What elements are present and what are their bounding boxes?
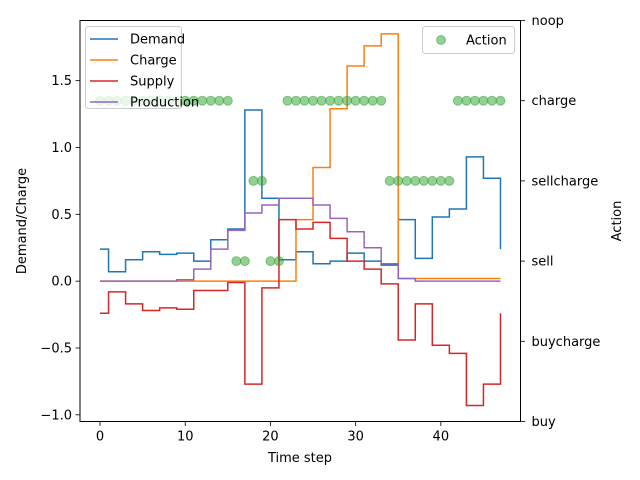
x-tick-label: 20	[262, 430, 279, 445]
y-axis-right: buy buycharge sell sellcharge charge noop	[520, 14, 601, 430]
action-point	[256, 175, 267, 186]
action-point	[282, 95, 293, 106]
action-point	[418, 175, 429, 186]
x-tick-label: 10	[177, 430, 194, 445]
action-point	[461, 95, 472, 106]
x-axis: 0 10 20 30 40	[96, 421, 450, 445]
action-point	[469, 95, 480, 106]
action-point	[376, 95, 387, 106]
action-point	[222, 95, 233, 106]
action-point	[410, 175, 421, 186]
y-right-tick-label: noop	[532, 14, 564, 29]
y-left-tick-label: −0.5	[40, 341, 72, 356]
series-line-production	[100, 197, 501, 282]
action-point	[393, 175, 404, 186]
action-point	[384, 175, 395, 186]
action-point	[350, 95, 361, 106]
legend-production-label: Production	[130, 96, 199, 111]
action-point	[444, 175, 455, 186]
action-point	[486, 95, 497, 106]
action-point	[265, 256, 276, 267]
legend-action-label: Action	[466, 34, 507, 49]
y-left-tick-label: 1.0	[51, 141, 72, 156]
action-point	[308, 95, 319, 106]
y-left-tick-label: −1.0	[40, 408, 72, 423]
action-point	[359, 95, 370, 106]
series-line-demand	[100, 109, 502, 273]
legend-left-box	[85, 26, 182, 109]
action-point	[435, 175, 446, 186]
y-axis-left: −1.0 −0.5 0.0 0.5 1.0 1.5	[40, 74, 80, 423]
y-left-tick-label: 1.5	[51, 74, 72, 89]
plot-frame	[79, 20, 521, 422]
action-point	[248, 175, 259, 186]
action-point	[316, 95, 327, 106]
y-right-tick-label: buy	[532, 415, 556, 430]
action-point	[367, 95, 378, 106]
series-line-supply	[100, 218, 502, 407]
y-right-tick-label: buycharge	[532, 335, 601, 350]
action-point	[239, 256, 250, 267]
x-tick-label: 30	[347, 430, 364, 445]
legend-right: Action	[422, 26, 515, 54]
action-point	[478, 95, 489, 106]
y-right-tick-label: sellcharge	[532, 174, 599, 189]
action-point	[290, 95, 301, 106]
action-point	[427, 175, 438, 186]
legend-right-box	[422, 26, 515, 54]
action-point	[231, 256, 242, 267]
y-axis-right-label: Action	[610, 201, 625, 242]
legend-demand-label: Demand	[130, 33, 185, 48]
action-point	[325, 95, 336, 106]
action-point	[299, 95, 310, 106]
x-tick-label: 40	[433, 430, 450, 445]
legend-supply-label: Supply	[130, 75, 175, 90]
action-point	[452, 95, 463, 106]
action-point	[495, 95, 506, 106]
legend-left: Demand Charge Supply Production	[85, 26, 199, 111]
action-point	[333, 95, 344, 106]
x-axis-label: Time step	[267, 451, 332, 466]
action-point	[273, 256, 284, 267]
x-tick-label: 0	[96, 430, 104, 445]
action-point	[342, 95, 353, 106]
legend-charge-label: Charge	[130, 54, 177, 69]
y-right-tick-label: charge	[532, 94, 577, 109]
y-left-tick-label: 0.0	[51, 275, 72, 290]
y-axis-left-label: Demand/Charge	[15, 168, 30, 274]
y-left-tick-label: 0.5	[51, 208, 72, 223]
y-right-tick-label: sell	[532, 255, 554, 270]
action-point	[401, 175, 412, 186]
legend-action-swatch	[436, 35, 446, 45]
action-point	[214, 95, 225, 106]
action-point	[205, 95, 216, 106]
